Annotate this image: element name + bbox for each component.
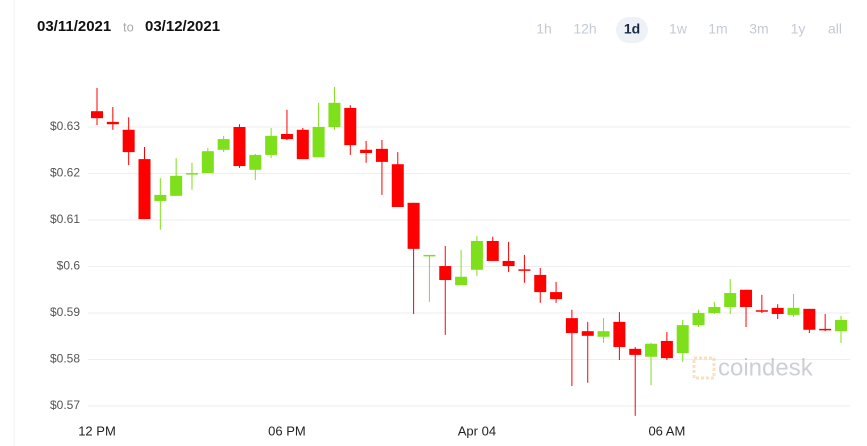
candle-body [344, 107, 357, 146]
candle-body [91, 111, 103, 119]
date-from: 03/11/2021 [37, 18, 111, 35]
candle-body [138, 159, 151, 220]
range-button[interactable]: 1h [536, 21, 552, 37]
candle-body [312, 127, 325, 158]
range-button[interactable]: 1y [791, 21, 806, 37]
candle-body [755, 310, 768, 312]
candle-body [455, 276, 468, 286]
candle-body [550, 292, 563, 300]
candle-body [265, 135, 278, 155]
candle-body [122, 129, 135, 153]
y-tick-label: $0.63 [50, 119, 80, 133]
range-button[interactable]: 12h [573, 21, 596, 37]
x-tick-label: Apr 04 [458, 423, 496, 438]
range-button[interactable]: 1d [624, 21, 640, 37]
range-button[interactable]: 1m [708, 21, 727, 37]
y-tick-label: $0.61 [50, 212, 80, 226]
candle-body [771, 307, 784, 314]
candle-body [518, 269, 531, 271]
candle-body [692, 313, 705, 326]
candle-body [360, 149, 373, 154]
candle-body [803, 308, 816, 330]
candle-body [660, 340, 673, 359]
candle-body [740, 289, 753, 307]
range-selected-bg [616, 17, 648, 43]
y-tick-label: $0.59 [50, 305, 80, 319]
candle-body [328, 102, 341, 128]
candle-body [787, 307, 800, 315]
candle-body [724, 293, 737, 307]
date-separator: to [123, 19, 134, 34]
candle-body [534, 274, 547, 293]
candle-body [439, 266, 452, 281]
x-tick-label: 12 PM [78, 423, 116, 438]
candle-body [407, 202, 420, 249]
y-tick-label: $0.6 [57, 259, 81, 273]
watermark: coindesk [692, 354, 814, 381]
y-tick-label: $0.58 [50, 352, 80, 366]
candle-body [629, 348, 642, 355]
candle-body [154, 194, 167, 201]
candle-body [835, 320, 848, 332]
range-selector: 1h 12h 1d 1w 1m 3m 1y all [536, 17, 842, 43]
candle-body [708, 306, 721, 314]
candles: 12 PM 06 PM Apr 04 06 AM [78, 87, 848, 438]
candle-body [676, 325, 689, 354]
watermark-icon [692, 356, 716, 380]
candle-body [470, 240, 483, 270]
candle-body [201, 151, 214, 174]
candle-body [597, 331, 610, 337]
y-tick-label: $0.57 [50, 398, 80, 412]
x-tick-label: 06 AM [648, 423, 685, 438]
candle-body [486, 240, 499, 261]
candle-body [280, 133, 293, 140]
grid: $0.57 $0.58 $0.59 $0.6 $0.61 $0.62 $0.63 [50, 119, 850, 412]
candle-body [217, 139, 230, 150]
range-button[interactable]: 1w [669, 21, 688, 37]
candle-body [233, 127, 246, 167]
candle-body [106, 121, 119, 125]
candle-body [296, 129, 309, 160]
candle-body [819, 328, 832, 331]
candle-body [502, 260, 515, 267]
candle-body [391, 164, 404, 207]
range-button[interactable]: 3m [749, 21, 768, 37]
y-tick-label: $0.62 [50, 166, 80, 180]
candle-body [185, 173, 198, 175]
candle-body [645, 343, 658, 357]
candle-body [565, 318, 578, 334]
candle-body [581, 331, 594, 336]
candle-body [423, 254, 436, 257]
range-button[interactable]: all [828, 21, 842, 37]
x-tick-label: 06 PM [268, 423, 306, 438]
candle-body [249, 154, 262, 170]
candle-body [170, 175, 183, 196]
candle-body [375, 148, 388, 162]
candle-body [613, 321, 626, 347]
date-to: 03/12/2021 [145, 18, 220, 35]
watermark-text: coindesk [718, 354, 814, 381]
